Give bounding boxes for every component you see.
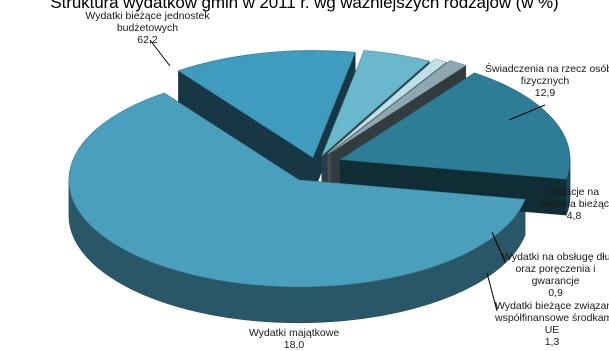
data-label-text: współfinansowe środkami [495, 312, 609, 324]
data-label-value: 4,8 [566, 210, 582, 222]
pie-slice-dotacje-na-zadania-biezace [321, 50, 431, 156]
data-label-text: Wydatki majątkowe [248, 327, 340, 339]
pie-slice-wydatki-biezace-jednostek-budzetowych [68, 92, 526, 288]
data-label: Wydatki majątkowe 18,0 [240, 327, 348, 351]
data-label-text: Wydatki bieżące związane [495, 300, 609, 312]
data-label: Świadczenia na rzecz osób fizycznych 12,9 [485, 63, 609, 99]
data-label-value: 1,3 [544, 336, 560, 348]
data-label-value: 12,9 [534, 87, 556, 99]
data-label-text: Świadczenia na rzecz osób [485, 63, 609, 75]
data-label-value: 18,0 [283, 339, 305, 351]
data-label-text: zadania bieżąc [539, 198, 609, 210]
data-label-text: Wydatki na obsługę dług [502, 251, 609, 263]
data-label-text: budżetowych [116, 22, 179, 34]
data-label-text: fizycznych [520, 75, 570, 87]
data-label-text: gwarancje [531, 275, 580, 287]
pie-slice-swiadczenia-na-rzecz-osob-fizycznych [177, 50, 356, 158]
data-label: Dotacje na zadania bieżąc 4,8 [539, 186, 609, 222]
data-label-text: Wydatki bieżące jednostek [85, 10, 210, 22]
leader-line [486, 272, 498, 312]
leader-line [491, 231, 506, 263]
pie-slice-wydatki-na-obsluge-dlugu-oraz-poreczenia [327, 58, 448, 154]
pie-slice-wydatki-majatkowe [339, 72, 571, 180]
data-label-text: UE [544, 324, 560, 336]
data-label-value: 62,2 [137, 34, 158, 46]
data-label-text: Dotacje na [548, 186, 600, 198]
data-label: Wydatki bieżące związane współfinansowe ś… [495, 300, 609, 348]
data-label-value: 0,9 [548, 287, 563, 299]
data-label-text: oraz poręczenia i [515, 263, 596, 275]
chart-title: Struktura wydatków gmin w 2011 r. wg waż… [50, 0, 559, 12]
data-label: Wydatki bieżące jednostek budżetowych 62,2 [85, 10, 210, 46]
leader-line [149, 39, 171, 67]
leader-line [508, 104, 546, 121]
data-label: Wydatki na obsługę dług oraz poręczenia i… [502, 251, 609, 299]
pie-slice-wydatki-biezace-zwiazane-ze-wspolfinanso [331, 60, 467, 153]
